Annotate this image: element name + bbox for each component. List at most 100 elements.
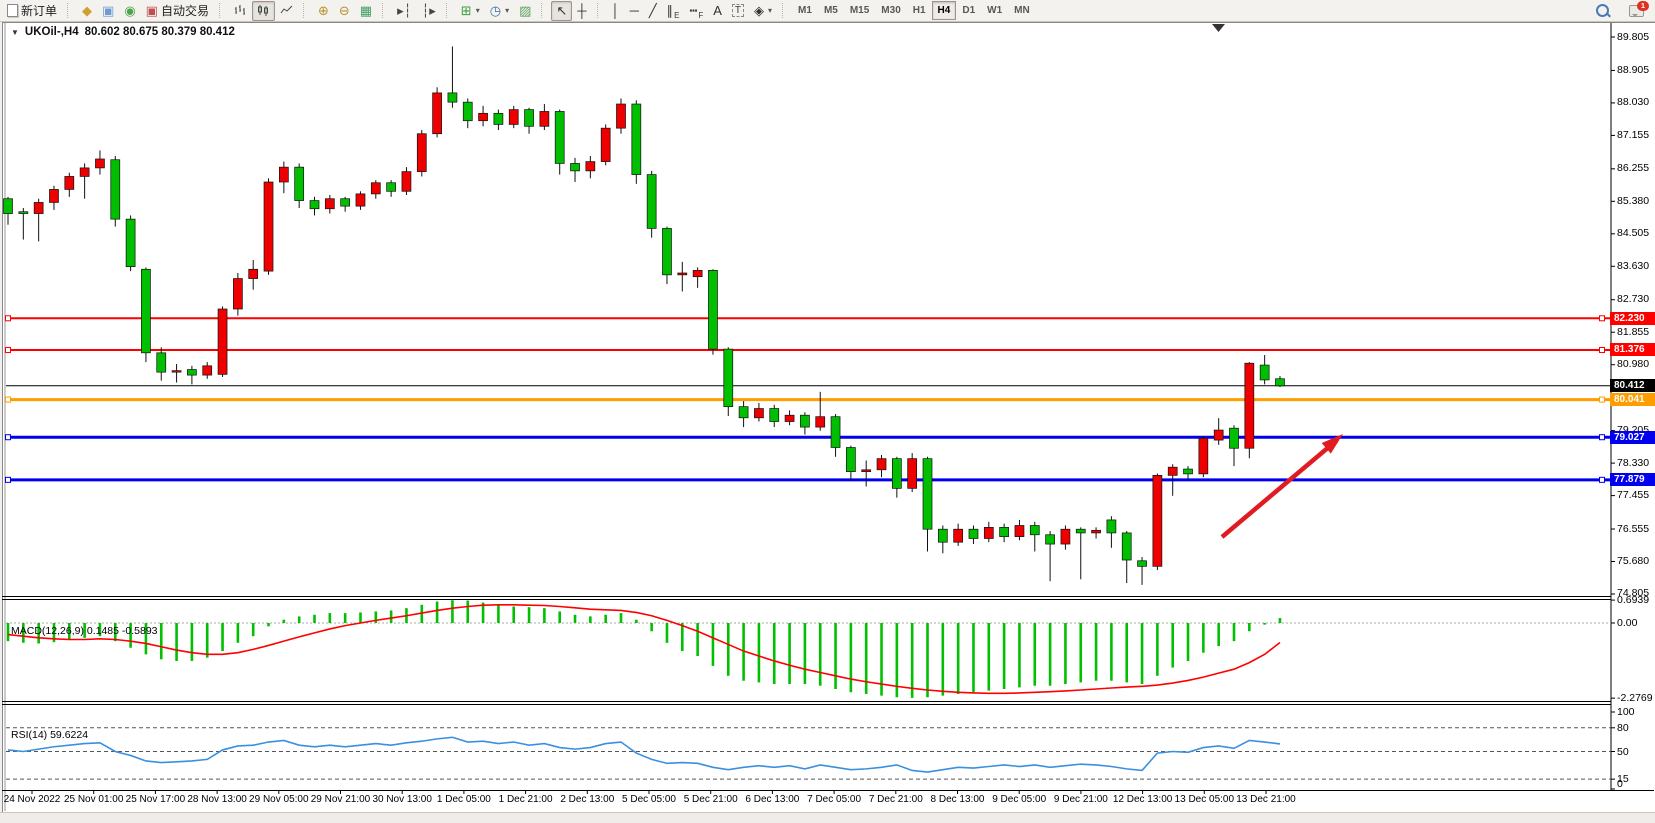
chart-shift-button[interactable]: ▸┆ bbox=[392, 1, 416, 21]
market-watch-button[interactable]: ◆ bbox=[77, 1, 97, 21]
autotrading-button[interactable]: ▣ 自动交易 bbox=[141, 1, 214, 21]
timeframe-w1-button[interactable]: W1 bbox=[987, 5, 1003, 16]
fibonacci-icon: ┅ bbox=[689, 3, 698, 18]
chart-symbol-period: UKOil-,H4 bbox=[24, 26, 79, 38]
tile-windows-button[interactable]: ▦ bbox=[355, 1, 377, 21]
candle-body bbox=[968, 528, 979, 539]
cursor-button[interactable]: ↖ bbox=[551, 0, 573, 21]
time-axis-label[interactable]: 5 Dec 05:00 bbox=[622, 794, 676, 805]
bar-chart-button[interactable] bbox=[229, 1, 252, 21]
auto-scroll-button[interactable]: ┆▸ bbox=[416, 1, 440, 21]
candle-body bbox=[493, 112, 504, 125]
time-axis-label[interactable]: 12 Dec 13:00 bbox=[1112, 794, 1173, 805]
support-tag-1[interactable]: 79.027 bbox=[1610, 430, 1655, 444]
time-axis-label[interactable]: 9 Dec 21:00 bbox=[1053, 794, 1108, 805]
candlestick-chart-button[interactable] bbox=[251, 0, 275, 21]
current-price-tag[interactable]: 80.412 bbox=[1610, 379, 1655, 393]
time-axis-label[interactable]: 29 Nov 21:00 bbox=[310, 794, 371, 805]
resistance-tag-2[interactable]: 81.376 bbox=[1610, 343, 1655, 357]
text-icon: A bbox=[713, 3, 722, 18]
trendline-button[interactable]: ╱ bbox=[644, 1, 662, 21]
chart-window[interactable]: ▼ UKOil-,H4 80.602 80.675 80.379 80.412 … bbox=[2, 22, 1655, 813]
macd-histogram-layer bbox=[6, 600, 1282, 698]
arrows-button[interactable]: ◈ ▾ bbox=[749, 1, 777, 21]
candle-body bbox=[1198, 437, 1209, 475]
time-axis-label[interactable]: 9 Dec 05:00 bbox=[992, 794, 1047, 805]
time-axis-label[interactable]: 7 Dec 05:00 bbox=[807, 794, 862, 805]
price-axis-label: 75.680 bbox=[1617, 555, 1650, 567]
time-axis-label[interactable]: 1 Dec 05:00 bbox=[436, 794, 491, 805]
time-axis-label[interactable]: 1 Dec 21:00 bbox=[498, 794, 553, 805]
vertical-line-button[interactable]: │ bbox=[607, 1, 625, 21]
timeframe-h4-button[interactable]: H4 bbox=[931, 1, 957, 20]
collapse-triangle-icon[interactable]: ▼ bbox=[11, 27, 19, 37]
support-tag-2[interactable]: 77.879 bbox=[1610, 473, 1655, 487]
data-window-icon: ▣ bbox=[102, 3, 115, 18]
resistance-tag-1[interactable]: 82.230 bbox=[1610, 311, 1655, 325]
timeframe-mn-button[interactable]: MN bbox=[1014, 5, 1030, 16]
timeframe-m5-button[interactable]: M5 bbox=[823, 5, 838, 16]
timeframe-m1-button[interactable]: M1 bbox=[798, 5, 812, 16]
macd-axis-label: -2.2769 bbox=[1617, 692, 1653, 705]
time-axis-label[interactable]: 5 Dec 21:00 bbox=[683, 794, 738, 805]
timeframe-m30-button[interactable]: M30 bbox=[881, 5, 901, 16]
time-axis-label[interactable]: 8 Dec 13:00 bbox=[930, 794, 985, 805]
price-axis-label: 82.730 bbox=[1617, 293, 1650, 306]
dropdown-arrow-icon[interactable]: ▾ bbox=[768, 6, 773, 15]
periods-button[interactable]: ◷ ▾ bbox=[485, 1, 514, 21]
time-axis-label[interactable]: 2 Dec 13:00 bbox=[560, 794, 615, 805]
time-axis-label[interactable]: 7 Dec 21:00 bbox=[868, 794, 923, 805]
time-axis-label[interactable]: 13 Dec 05:00 bbox=[1174, 794, 1235, 805]
candle-body bbox=[846, 447, 856, 472]
time-axis-label[interactable]: 25 Nov 01:00 bbox=[63, 794, 124, 805]
zoom-out-button[interactable]: ⊖ bbox=[334, 1, 355, 21]
chart-shift-marker bbox=[1212, 24, 1225, 32]
new-order-icon bbox=[7, 4, 18, 17]
horizontal-line-button[interactable]: ─ bbox=[625, 1, 644, 21]
timeframe-m15-button[interactable]: M15 bbox=[849, 5, 870, 16]
shapes-icon: ◈ bbox=[754, 3, 765, 18]
templates-button[interactable]: ▨ bbox=[514, 1, 536, 21]
new-order-button[interactable]: 新订单 bbox=[2, 1, 62, 21]
line-chart-icon bbox=[280, 5, 293, 14]
time-axis-label[interactable]: 13 Dec 21:00 bbox=[1236, 794, 1296, 805]
candle-body bbox=[1275, 378, 1285, 387]
pivot-tag[interactable]: 80.041 bbox=[1610, 393, 1655, 407]
text-button[interactable]: A bbox=[708, 1, 727, 21]
timeframe-h1-button[interactable]: H1 bbox=[912, 5, 926, 16]
candle-body bbox=[110, 159, 121, 220]
candle-body bbox=[309, 200, 320, 210]
horizontal-line-icon: ─ bbox=[629, 3, 639, 18]
chart-title: ▼ UKOil-,H4 80.602 80.675 80.379 80.412 bbox=[11, 26, 235, 38]
time-axis-label[interactable]: 24 Nov 2022 bbox=[3, 794, 61, 805]
crosshair-button[interactable]: ┼ bbox=[572, 1, 591, 21]
candle-body bbox=[1091, 529, 1101, 534]
time-axis-label[interactable]: 29 Nov 05:00 bbox=[249, 794, 309, 805]
line-chart-button[interactable] bbox=[275, 1, 298, 21]
notifications-button[interactable]: 1 bbox=[1624, 0, 1649, 21]
equidistant-channel-button[interactable]: ∥ E bbox=[662, 1, 685, 21]
dropdown-arrow-icon[interactable]: ▾ bbox=[475, 6, 480, 15]
candle-body bbox=[784, 414, 795, 422]
candle-body bbox=[1106, 519, 1117, 534]
toolbar-group: ↖ ┼ bbox=[549, 0, 593, 21]
candle-body bbox=[876, 458, 887, 471]
text-label-button[interactable]: T bbox=[727, 1, 749, 21]
dropdown-arrow-icon[interactable]: ▾ bbox=[505, 6, 510, 15]
zoom-in-button[interactable]: ⊕ bbox=[313, 1, 334, 21]
data-window-button[interactable]: ▣ bbox=[97, 1, 119, 21]
candle-body bbox=[171, 370, 182, 373]
trend-arrow-head bbox=[1321, 434, 1343, 454]
timeframe-d1-button[interactable]: D1 bbox=[962, 5, 976, 16]
time-axis-label[interactable]: 6 Dec 13:00 bbox=[745, 794, 800, 805]
navigator-button[interactable]: ◉ bbox=[119, 1, 140, 21]
new-chart-button[interactable]: ⊞ ▾ bbox=[456, 1, 485, 21]
toolbar-separator bbox=[218, 3, 225, 18]
time-axis-label[interactable]: 25 Nov 17:00 bbox=[125, 794, 186, 805]
time-axis-label[interactable]: 28 Nov 13:00 bbox=[187, 794, 247, 805]
fibonacci-button[interactable]: ┅ F bbox=[685, 1, 709, 21]
search-button[interactable] bbox=[1591, 1, 1614, 21]
time-axis-label[interactable]: 30 Nov 13:00 bbox=[372, 794, 432, 805]
